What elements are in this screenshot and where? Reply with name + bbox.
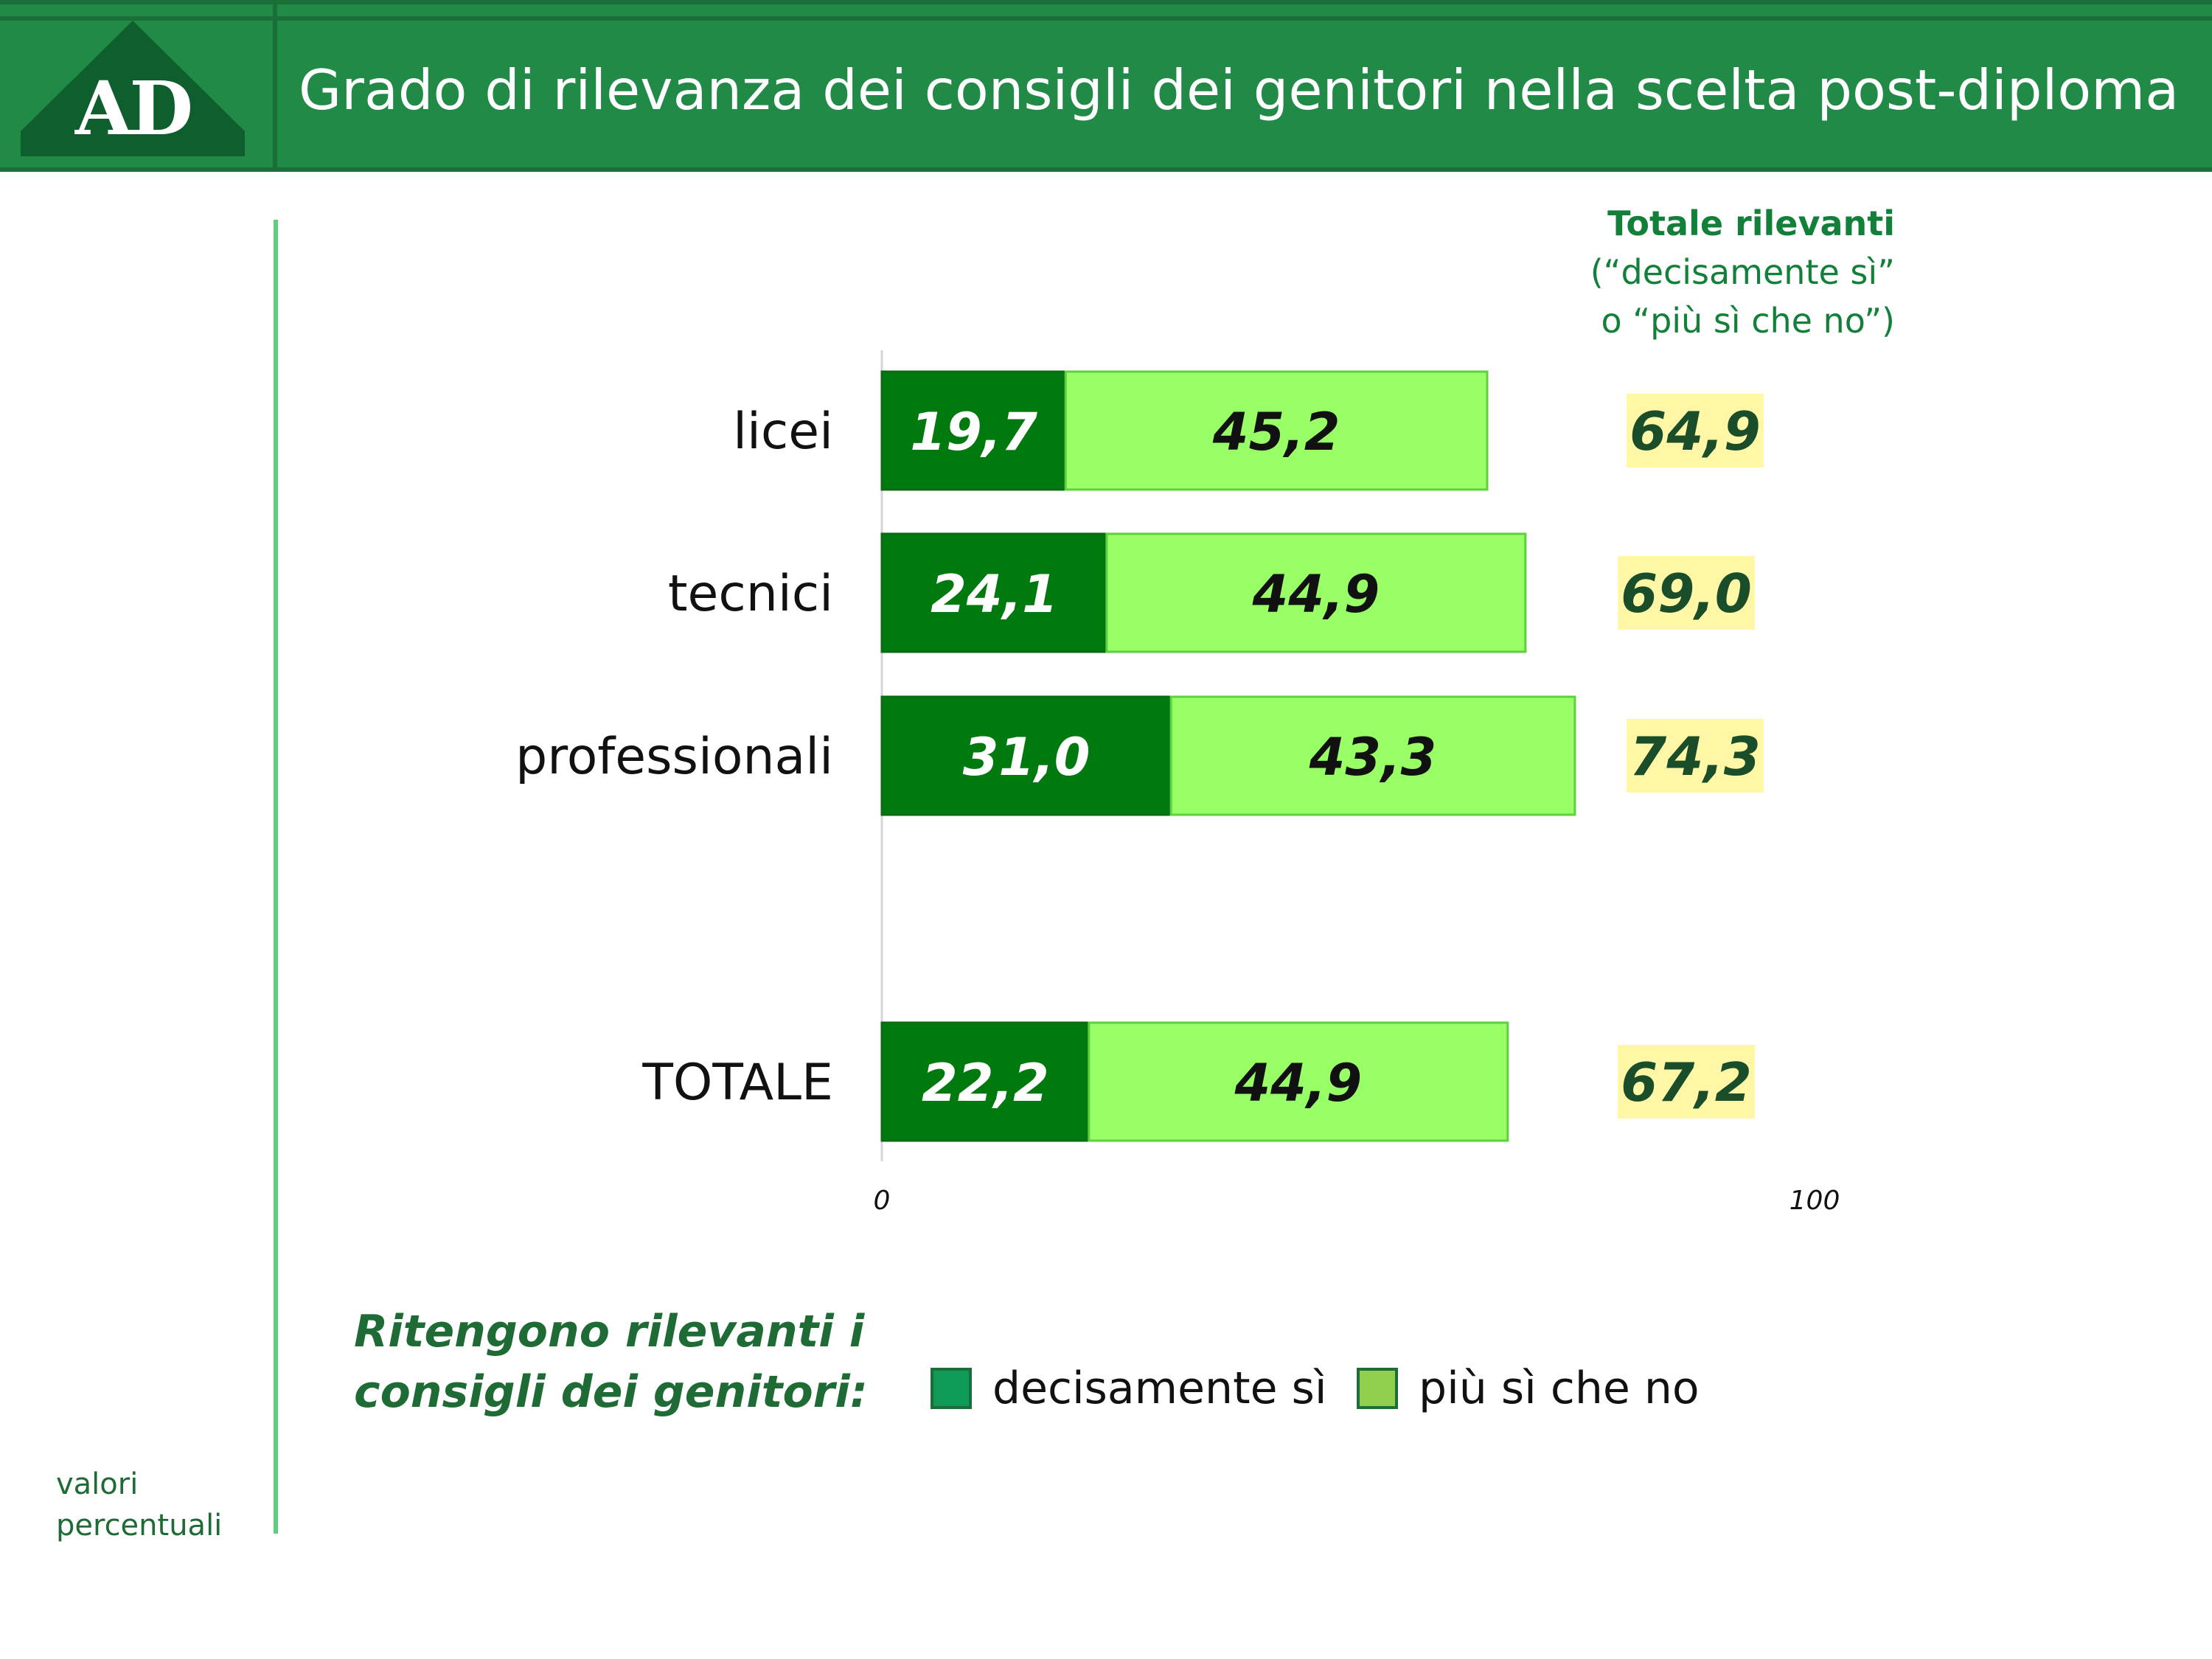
total-box-0 (1627, 394, 1764, 467)
legend-item-decisamente: decisamente sì (931, 1363, 1327, 1414)
logo-text: AD (74, 65, 193, 152)
total-label-2: 74,3 (1630, 726, 1761, 787)
bar-decisamente-1 (880, 532, 1108, 653)
bar-piu-0 (1064, 370, 1489, 491)
x-tick-label-1: 100 (1790, 1186, 1840, 1216)
total-box-1 (1618, 556, 1755, 630)
data-label-decisamente-2: 31,0 (963, 727, 1091, 787)
total-box-3 (1618, 1045, 1755, 1119)
total-label-1: 69,0 (1621, 563, 1752, 625)
category-label-2: professionali (515, 728, 833, 786)
total-label-0: 64,9 (1630, 400, 1761, 462)
data-label-decisamente-1: 24,1 (931, 564, 1058, 625)
totals-header: Totale rilevanti (“decisamente sì” o “pi… (1460, 199, 1895, 345)
legend-item-piu: più sì che no (1357, 1363, 1700, 1414)
data-label-piu-2: 43,3 (1309, 727, 1437, 787)
totals-header-line2: (“decisamente sì” (1590, 252, 1895, 292)
footnote-line2: percentuali (56, 1509, 223, 1543)
left-rule (274, 220, 278, 1534)
category-label-1: tecnici (668, 565, 833, 623)
bar-piu-2 (1169, 695, 1576, 816)
category-label-3: TOTALE (641, 1054, 833, 1112)
legend-label-decisamente: decisamente sì (992, 1363, 1327, 1414)
footnote: valori percentuali (56, 1464, 222, 1546)
totals-header-line3: o “più sì che no”) (1601, 301, 1895, 341)
legend-title: Ritengono rilevanti i consigli dei genit… (354, 1306, 868, 1418)
bar-piu-1 (1105, 532, 1527, 653)
x-tick-label-0: 0 (874, 1186, 891, 1216)
bar-decisamente-3 (880, 1021, 1091, 1142)
logo (21, 21, 245, 156)
total-box-2 (1627, 719, 1764, 793)
legend-label-piu: più sì che no (1419, 1363, 1700, 1414)
bar-decisamente-0 (880, 370, 1067, 491)
footnote-line1: valori (56, 1467, 139, 1501)
data-label-decisamente-3: 22,2 (922, 1053, 1049, 1113)
page-title: Grado di rilevanza dei consigli dei geni… (299, 58, 2180, 122)
data-label-decisamente-0: 19,7 (910, 402, 1037, 462)
legend-swatch-piu (1357, 1368, 1398, 1409)
header-divider (273, 0, 277, 172)
bar-piu-3 (1088, 1021, 1509, 1142)
header-top-line (0, 16, 2212, 21)
data-label-piu-3: 44,9 (1234, 1053, 1362, 1113)
total-label-3: 67,2 (1621, 1051, 1752, 1113)
data-label-piu-1: 44,9 (1251, 564, 1380, 625)
totals-header-line1: Totale rilevanti (1607, 204, 1895, 243)
category-label-0: licei (733, 403, 833, 461)
header-bar (0, 0, 2212, 172)
logo-shape (21, 21, 245, 156)
legend-swatch-decisamente (931, 1368, 972, 1409)
data-label-piu-0: 45,2 (1212, 402, 1340, 462)
